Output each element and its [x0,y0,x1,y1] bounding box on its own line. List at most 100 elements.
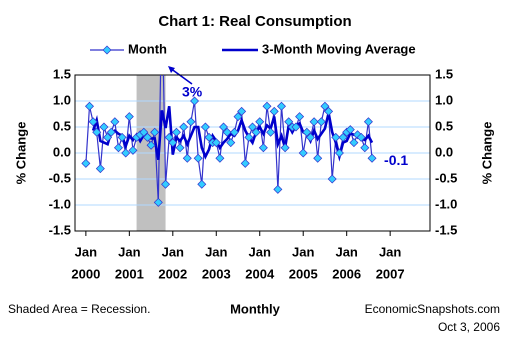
point [327,174,337,184]
y-tick-label: 0.0 [53,144,71,159]
point [92,127,102,137]
y-tick-label: 0.5 [53,118,71,133]
point [88,117,98,127]
point [110,117,120,127]
point [324,106,334,116]
point [280,143,290,153]
y2-axis-title: % Change [479,122,494,185]
x-tick-month: Jan [118,244,140,259]
point [179,122,189,132]
point [117,132,127,142]
point [349,138,359,148]
point [204,132,214,142]
point [222,127,232,137]
annotation: 3% [182,84,203,100]
point [142,132,152,142]
point [367,153,377,163]
point [309,117,319,127]
point [276,101,286,111]
point [334,148,344,158]
date: Oct 3, 2006 [438,320,500,334]
point [226,138,236,148]
point [164,132,174,142]
x-tick-label: 2001 [115,266,144,281]
annotation: -0.1 [384,152,408,168]
y-tick-label: -1.0 [49,196,71,211]
point [139,127,149,137]
y2-tick-label: 1.0 [435,92,453,107]
point [244,132,254,142]
point [313,153,323,163]
point [363,117,373,127]
x-tick-label: 2006 [332,266,361,281]
y2-tick-label: -1.0 [435,196,457,211]
x-tick-label: 2005 [289,266,318,281]
point [99,122,109,132]
y2-tick-label: -1.5 [435,222,457,237]
x-tick-label: 2007 [376,266,405,281]
point [320,101,330,111]
point [233,112,243,122]
arrow-head [168,66,175,73]
plot-frame [74,74,431,232]
point [153,197,163,207]
x-tick-label: 2003 [202,266,231,281]
point [197,179,207,189]
point [193,153,203,163]
point [316,117,326,127]
y2-tick-label: -0.5 [435,170,457,185]
x-tick-month: Jan [249,244,271,259]
legend-label: 3-Month Moving Average [262,41,416,56]
point [266,127,276,137]
y-tick-label: 1.0 [53,92,71,107]
point [146,140,156,150]
point [171,127,181,137]
x-tick-month: Jan [75,244,97,259]
legend-label: Month [128,41,167,56]
point [200,122,210,132]
point [237,106,247,116]
point [273,184,283,194]
y-tick-label: 1.5 [53,66,71,81]
point [248,122,257,132]
y-tick-label: -1.5 [49,222,71,237]
point [345,125,355,135]
point [284,117,294,127]
y-axis-title: % Change [13,122,28,185]
point [255,117,265,127]
point [211,138,221,148]
point [158,0,166,1]
point [121,148,131,158]
annotation-arrow [169,67,193,85]
note: Shaded Area = Recession. [8,302,150,316]
y-tick-label: -0.5 [49,170,71,185]
x-tick-label: 2000 [71,266,100,281]
x-tick-label: 2004 [245,266,275,281]
point [95,164,105,174]
point [240,158,250,168]
point [84,101,94,111]
point [298,148,308,158]
point [360,143,370,153]
plot-area [81,0,377,207]
chart-title: Chart 1: Real Consumption [158,13,351,30]
source: EconomicSnapshots.com [365,302,500,316]
point [182,153,192,163]
point [229,127,239,137]
legend-marker [102,45,112,55]
point [251,127,261,137]
x-tick-month: Jan [162,244,184,259]
point [356,132,366,142]
point [338,132,348,142]
point [128,145,138,155]
x-tick-month: Jan [292,244,314,259]
point [219,122,229,132]
x-tick-label: 2002 [158,266,187,281]
point [302,127,312,137]
point [331,132,341,142]
point [81,158,91,168]
point [113,143,123,153]
point [106,127,116,137]
y2-tick-label: 1.5 [435,66,453,81]
point [258,143,268,153]
